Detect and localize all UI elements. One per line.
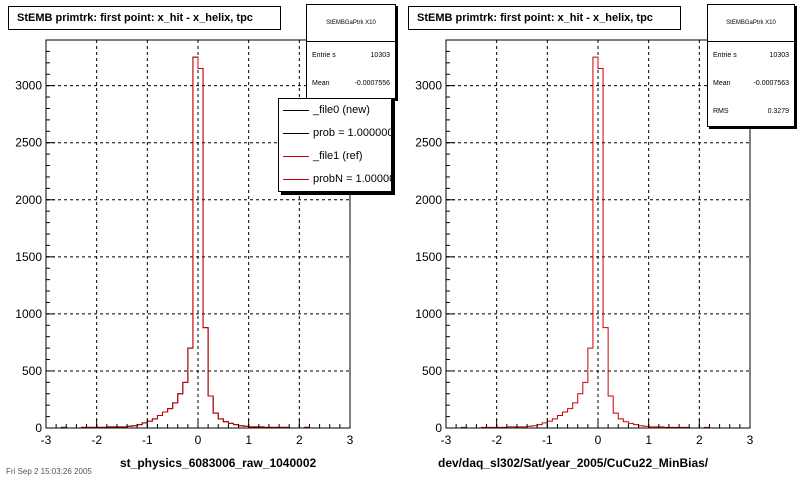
y-tick-label: 1000: [15, 307, 42, 321]
stats-label: Entrie s: [713, 52, 737, 59]
stats-row-entries: Entrie s 10303: [708, 42, 794, 70]
x-axis-label: st_physics_6083006_raw_1040002: [120, 456, 317, 470]
footer-date: Fri Sep 2 15:03:26 2005: [6, 467, 92, 476]
stats-box: StEMBGaPtrk X10 Entrie s 10303 Mean -0.0…: [306, 4, 396, 99]
stats-name: StEMBGaPtrk X10: [708, 5, 794, 42]
y-tick-label: 1500: [415, 250, 442, 264]
x-tick-label: 1: [245, 433, 252, 447]
y-tick-label: 2500: [415, 136, 442, 150]
legend-label: _file0 (new): [313, 104, 370, 116]
y-tick-label: 2000: [15, 193, 42, 207]
stats-value: -0.0007563: [753, 80, 789, 87]
y-tick-label: 2000: [415, 193, 442, 207]
legend-swatch: [283, 110, 309, 111]
stats-row-mean: Mean -0.0007556: [307, 70, 395, 98]
x-tick-label: -1: [542, 433, 553, 447]
x-tick-label: -2: [491, 433, 502, 447]
histogram-panel-left: -3 -2 -1 0 1 2 3 0 500 1000 1500 2000 2500 3000 StEMB…: [6, 4, 396, 476]
x-tick-label: -3: [441, 433, 452, 447]
x-tick-label: 3: [747, 433, 754, 447]
stats-label: RMS: [713, 108, 729, 115]
stats-value: -0.0007556: [354, 80, 390, 87]
x-tick-label: 2: [696, 433, 703, 447]
legend-label: _file1 (ref): [313, 150, 363, 162]
stats-value: 10303: [769, 52, 789, 59]
y-tick-label: 1000: [415, 307, 442, 321]
legend-swatch: [283, 156, 309, 157]
panel-title: StEMB primtrk: first point: x_hit - x_he…: [408, 6, 681, 30]
legend-label: prob = 1.000000: [313, 127, 392, 139]
stats-value: 10303: [370, 52, 390, 59]
legend-box: _file0 (new) prob = 1.000000 _file1 (ref…: [278, 98, 392, 192]
x-tick-label: 1: [645, 433, 652, 447]
histogram-plot-left: -3 -2 -1 0 1 2 3 0 500 1000 1500 2000 2500 3000: [15, 39, 354, 447]
legend-entry: _file1 (ref): [279, 145, 391, 168]
stats-label: Mean: [713, 80, 731, 87]
legend-label: probN = 1.000000: [313, 173, 391, 185]
legend-entry: probN = 1.000000: [279, 168, 391, 191]
stats-row-entries: Entrie s 10303: [307, 42, 395, 70]
x-tick-label: 3: [347, 433, 354, 447]
histogram-panel-right: -3 -2 -1 0 1 2 3 0 500 1000 1500 2000 2500 3000 StEMB…: [400, 0, 800, 480]
y-tick-label: 500: [22, 364, 42, 378]
panel-title: StEMB primtrk: first point: x_hit - x_he…: [8, 6, 281, 30]
y-tick-label: 0: [35, 421, 42, 435]
y-tick-label: 500: [422, 364, 442, 378]
legend-entry: _file0 (new): [279, 99, 391, 122]
stats-row-mean: Mean -0.0007563: [708, 70, 794, 98]
x-tick-label: 2: [296, 433, 303, 447]
y-tick-label: 3000: [415, 79, 442, 93]
legend-swatch: [283, 133, 309, 134]
x-tick-label: -1: [142, 433, 153, 447]
legend-swatch: [283, 179, 309, 180]
x-tick-label: -3: [41, 433, 52, 447]
stats-label: Entrie s: [312, 52, 336, 59]
stats-box: StEMBGaPtrk X10 Entrie s 10303 Mean -0.0…: [707, 4, 795, 127]
histogram-plot-right: -3 -2 -1 0 1 2 3 0 500 1000 1500 2000 2500 3000: [415, 39, 754, 447]
x-axis-label: dev/daq_sl302/Sat/year_2005/CuCu22_MinBi…: [438, 456, 709, 470]
x-tick-label: -2: [91, 433, 102, 447]
y-tick-label: 0: [435, 421, 442, 435]
stats-row-rms: RMS 0.3279: [708, 98, 794, 126]
stats-name: StEMBGaPtrk X10: [307, 5, 395, 42]
y-tick-label: 3000: [15, 79, 42, 93]
stats-label: Mean: [312, 80, 330, 87]
legend-entry: prob = 1.000000: [279, 122, 391, 145]
x-tick-label: 0: [595, 433, 602, 447]
y-tick-label: 1500: [15, 250, 42, 264]
x-tick-label: 0: [195, 433, 202, 447]
y-tick-label: 2500: [15, 136, 42, 150]
stats-value: 0.3279: [767, 108, 789, 115]
